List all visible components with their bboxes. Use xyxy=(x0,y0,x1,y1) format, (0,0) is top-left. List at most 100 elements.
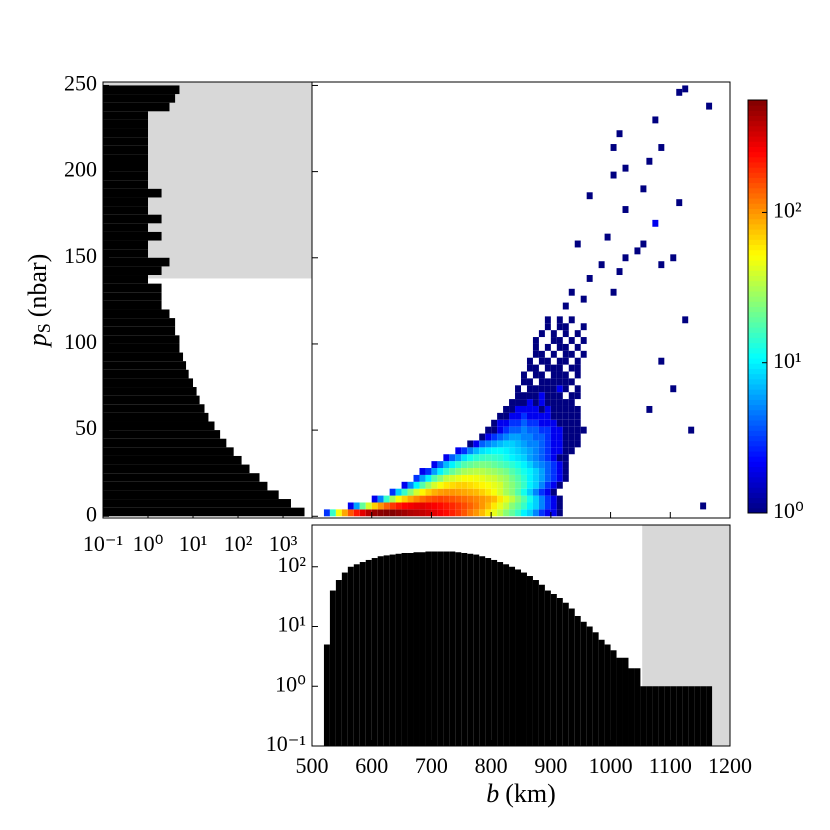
bar xyxy=(103,490,279,500)
heatmap-cell xyxy=(443,461,450,469)
heatmap-cell xyxy=(616,268,623,276)
heatmap-cell xyxy=(556,426,563,434)
y-label-subscript: S xyxy=(34,323,54,333)
heatmap-cell xyxy=(544,405,551,413)
heatmap-cell xyxy=(556,392,563,400)
colorbar-strip xyxy=(748,239,767,246)
heatmap-cell xyxy=(503,440,510,448)
colorbar-strip xyxy=(748,187,767,194)
heatmap-cell xyxy=(485,509,492,517)
bar xyxy=(103,119,149,129)
heatmap-cell xyxy=(658,261,665,269)
bar xyxy=(347,566,354,746)
colorbar-strip xyxy=(748,352,767,359)
heatmap-cell xyxy=(479,461,486,469)
heatmap-cell xyxy=(526,447,533,455)
heatmap-cell xyxy=(407,509,414,517)
bar xyxy=(103,430,221,439)
heatmap-cell xyxy=(449,474,456,482)
heatmap-cell xyxy=(544,509,551,517)
y-label-symbol: p xyxy=(23,333,52,348)
heatmap-cell xyxy=(497,495,504,503)
colorbar-strip xyxy=(748,399,767,406)
colorbar-strip xyxy=(748,389,767,395)
heatmap-cell xyxy=(562,440,569,448)
heatmap-cell xyxy=(497,447,504,455)
heatmap-cell xyxy=(556,419,563,427)
y-tick-label: 10⁰ xyxy=(275,671,306,696)
bar xyxy=(103,378,194,388)
heatmap-cell xyxy=(431,481,438,489)
heatmap-cell xyxy=(371,509,378,517)
heatmap-cell xyxy=(377,495,384,503)
heatmap-cell xyxy=(526,454,533,462)
heatmap-cell xyxy=(556,405,563,413)
heatmap-cell xyxy=(503,454,510,462)
heatmap-cell xyxy=(449,468,456,475)
colorbar-strip xyxy=(748,275,767,282)
bar xyxy=(377,556,384,746)
colorbar-frame xyxy=(747,99,768,514)
heatmap-cell xyxy=(473,468,480,475)
heatmap-cell xyxy=(371,502,378,510)
colorbar-strip xyxy=(748,265,767,271)
colorbar-strip xyxy=(748,156,767,163)
heatmap-cell xyxy=(652,219,659,227)
heatmap-cell xyxy=(431,502,438,510)
heatmap-cell xyxy=(568,440,575,448)
heatmap-cell xyxy=(544,447,551,455)
heatmap-cell xyxy=(568,378,575,386)
heatmap-cell xyxy=(353,509,360,517)
heatmap-cell xyxy=(658,357,665,365)
bar xyxy=(371,558,378,746)
heatmap-cell xyxy=(461,495,468,503)
heatmap-cell xyxy=(509,495,516,503)
colorbar-strip xyxy=(748,487,767,493)
heatmap-cell xyxy=(544,357,551,365)
heatmap-cell xyxy=(538,433,545,441)
heatmap-cell xyxy=(509,474,516,482)
heatmap-cell xyxy=(670,385,677,393)
y-tick-label: 10⁻¹ xyxy=(266,731,306,756)
heatmap-cell xyxy=(497,461,504,469)
heatmap-cell xyxy=(556,316,563,324)
bar xyxy=(103,214,162,224)
heatmap-cell xyxy=(401,481,408,489)
heatmap-cell xyxy=(544,495,551,503)
colorbar-strip xyxy=(748,213,767,220)
heatmap-cell xyxy=(526,364,533,372)
heatmap-cell xyxy=(503,419,510,427)
heatmap-cell xyxy=(550,495,557,503)
heatmap-cell xyxy=(550,350,557,358)
heatmap-cell xyxy=(532,440,539,448)
heatmap-cell xyxy=(473,481,480,489)
heatmap-cell xyxy=(538,468,545,475)
heatmap-cell xyxy=(515,461,521,469)
heatmap-cell xyxy=(568,433,575,441)
heatmap-cell xyxy=(449,502,456,510)
heatmap-cell xyxy=(461,474,468,482)
colorbar-strip xyxy=(748,461,767,468)
heatmap-cell xyxy=(521,412,527,420)
heatmap-cell xyxy=(538,440,545,448)
heatmap-cell xyxy=(556,509,563,517)
heatmap-cell xyxy=(437,488,444,496)
bar xyxy=(103,292,162,301)
bar xyxy=(103,447,234,456)
heatmap-cell xyxy=(521,392,527,400)
heatmap-cell xyxy=(377,502,384,510)
colorbar-strip xyxy=(748,414,767,421)
heatmap-cell xyxy=(538,488,545,496)
heatmap-cell xyxy=(646,405,653,413)
bar xyxy=(562,602,569,746)
heatmap-cell xyxy=(574,419,581,427)
heatmap-cell xyxy=(449,495,456,503)
heatmap-cell xyxy=(485,495,492,503)
heatmap-cell xyxy=(419,481,426,489)
heatmap-cell xyxy=(544,378,551,386)
colorbar-strip xyxy=(748,482,767,488)
heatmap-cell xyxy=(532,495,539,503)
heatmap-cell xyxy=(526,419,533,427)
colorbar-strip xyxy=(748,394,767,400)
heatmap-cell xyxy=(341,509,348,517)
